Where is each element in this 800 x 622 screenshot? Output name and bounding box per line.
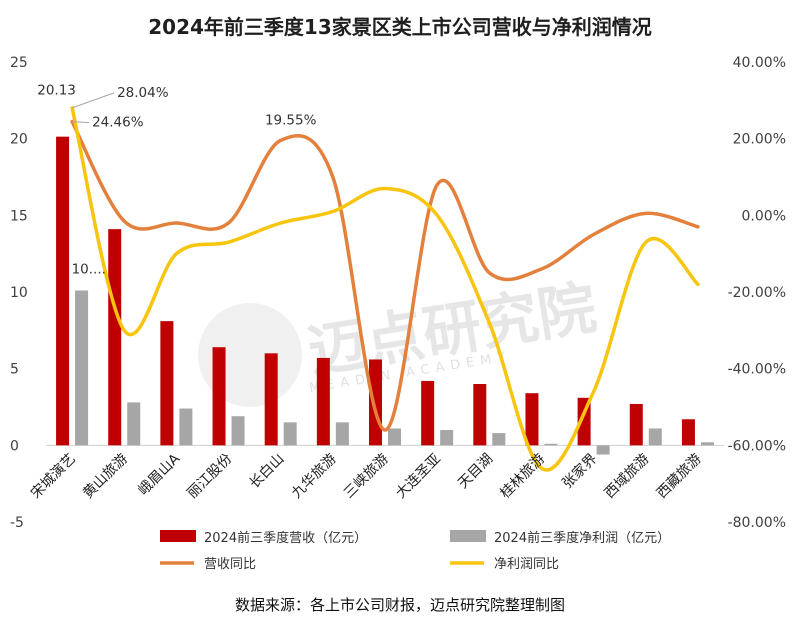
left-tick-label: 15 <box>10 208 28 224</box>
revenue-bar <box>473 384 487 446</box>
legend-label: 2024前三季度营收（亿元） <box>204 530 367 546</box>
legend-label: 净利润同比 <box>494 557 559 572</box>
revenue-bar <box>369 359 382 446</box>
profit-bar <box>335 422 349 446</box>
category-label: 丽江股份 <box>184 451 235 502</box>
right-tick-label: 0.00% <box>742 208 786 224</box>
right-tick-label: -80.00% <box>728 515 786 531</box>
left-tick-label: 25 <box>10 55 28 71</box>
chart-title: 2024年前三季度13家景区类上市公司营收与净利润情况 <box>148 15 652 39</box>
data-label: 20.13 <box>37 83 76 99</box>
category-axis: 宋城演艺 黄山旅游 峨眉山A 丽江股份 长白山 九华旅游 三峡旅游 大连圣亚 天目湖 桂林旅游 张家… <box>28 450 705 502</box>
legend: 2024前三季度营收（亿元） 2024前三季度净利润（亿元） 营收同比 净利润同比 <box>160 530 670 572</box>
left-tick-label: 5 <box>10 362 19 378</box>
profit-bar <box>75 290 89 446</box>
bar-series <box>56 136 714 455</box>
category-label: 西域旅游 <box>602 451 653 502</box>
profit-bar <box>231 416 245 446</box>
profit-bar <box>596 445 610 455</box>
legend-swatch <box>160 530 196 542</box>
data-label: 19.55% <box>265 112 317 128</box>
left-tick-label: 0 <box>10 438 19 454</box>
left-tick-label: -5 <box>10 515 24 531</box>
profit-bar <box>179 408 193 446</box>
data-label: 24.46% <box>92 115 144 131</box>
category-label: 桂林旅游 <box>497 451 548 502</box>
profit-bar <box>648 428 662 446</box>
profit-bar <box>388 428 401 446</box>
legend-swatch <box>450 530 486 542</box>
revenue-bar <box>681 419 695 446</box>
profit-yoy-line <box>70 106 700 472</box>
right-tick-label: 40.00% <box>733 55 786 71</box>
right-tick-label: -40.00% <box>728 362 786 378</box>
data-label: 28.04% <box>117 85 169 101</box>
profit-bar <box>127 402 141 446</box>
category-label: 宋城演艺 <box>28 451 79 502</box>
left-tick-label: 20 <box>10 132 28 148</box>
category-label: 张家界 <box>559 450 601 492</box>
right-tick-label: 20.00% <box>733 132 786 148</box>
revenue-bar <box>316 357 330 446</box>
revenue-bar <box>56 136 70 446</box>
profit-bar <box>492 433 506 446</box>
category-label: 峨眉山A <box>135 451 183 499</box>
revenue-bar <box>108 229 122 446</box>
profit-bar <box>283 422 297 446</box>
category-label: 长白山 <box>247 451 288 492</box>
profit-bar <box>440 430 454 446</box>
legend-label: 营收同比 <box>204 557 256 572</box>
left-tick-label: 10 <box>10 285 28 301</box>
category-label: 九华旅游 <box>289 451 340 502</box>
data-labels: 20.13 10.... 24.46% 28.04% 19.55% <box>37 83 316 278</box>
right-tick-label: -60.00% <box>728 438 786 454</box>
revenue-bar <box>629 403 643 446</box>
profit-bar <box>700 442 714 446</box>
category-label: 天目湖 <box>455 451 496 492</box>
data-label: 10.... <box>72 261 106 277</box>
data-label-leader <box>71 92 115 109</box>
revenue-bar <box>421 380 435 446</box>
category-label: 西藏旅游 <box>654 451 705 502</box>
left-axis: -5 0 5 10 15 20 25 <box>10 55 28 531</box>
right-tick-label: -20.00% <box>728 285 786 301</box>
revenue-bar <box>212 347 226 446</box>
legend-label: 2024前三季度净利润（亿元） <box>494 530 670 546</box>
category-label: 大连圣亚 <box>393 451 444 502</box>
category-label: 黄山旅游 <box>79 450 131 502</box>
source-note: 数据来源：各上市公司财报，迈点研究院整理制图 <box>235 596 565 614</box>
data-label-leader <box>72 121 90 124</box>
category-label: 三峡旅游 <box>341 451 392 502</box>
profit-bar <box>544 443 558 446</box>
revenue-bar <box>160 321 174 446</box>
revenue-bar <box>264 353 278 446</box>
right-axis: -80.00% -60.00% -40.00% -20.00% 0.00% 20.00% 4… <box>728 55 786 531</box>
revenue-yoy-line <box>70 119 700 432</box>
revenue-bar <box>525 393 539 446</box>
line-series <box>70 106 700 472</box>
